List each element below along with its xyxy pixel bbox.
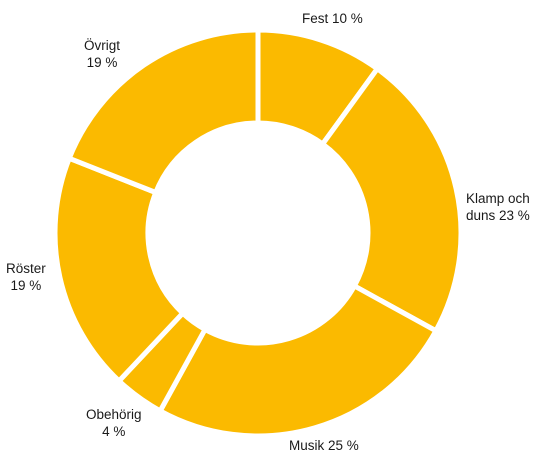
label-klamp-och-duns-line-2: duns 23 % — [466, 208, 530, 223]
label-ovrigt: Övrigt 19 % — [84, 37, 120, 71]
label-fest: Fest 10 % — [302, 10, 363, 27]
slice-musik — [156, 282, 440, 439]
slice-klamp-och-duns — [319, 65, 464, 335]
label-roster-line-2: 19 % — [10, 278, 42, 293]
label-klamp-och-duns-line-1: Klamp och — [466, 191, 530, 206]
label-roster-line-1: Röster — [6, 261, 46, 276]
label-musik-line-1: Musik 25 % — [289, 438, 359, 453]
label-obehorig: Obehörig 4 % — [86, 406, 142, 440]
slice-roster — [52, 155, 187, 385]
label-obehorig-line-2: 4 % — [102, 424, 126, 439]
label-klamp-och-duns: Klamp och duns 23 % — [466, 190, 530, 224]
label-ovrigt-line-1: Övrigt — [84, 38, 121, 53]
label-roster: Röster 19 % — [6, 260, 46, 294]
label-ovrigt-line-2: 19 % — [86, 55, 118, 70]
label-musik: Musik 25 % — [289, 437, 359, 454]
label-obehorig-line-1: Obehörig — [86, 407, 142, 422]
label-fest-line-1: Fest 10 % — [302, 11, 363, 26]
slice-ovrigt — [66, 27, 261, 196]
